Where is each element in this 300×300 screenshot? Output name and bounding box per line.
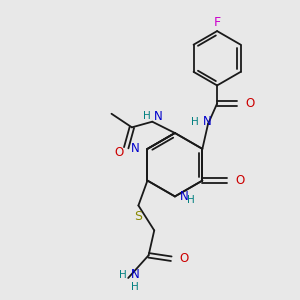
Text: H: H [188, 195, 195, 205]
Text: O: O [245, 97, 255, 110]
Text: N: N [130, 268, 140, 281]
Text: N: N [179, 190, 188, 203]
Text: O: O [115, 146, 124, 159]
Text: H: H [143, 111, 151, 121]
Text: N: N [131, 142, 140, 155]
Text: O: O [235, 174, 244, 187]
Text: F: F [214, 16, 221, 28]
Text: H: H [191, 117, 199, 127]
Text: N: N [202, 115, 211, 128]
Text: H: H [131, 282, 139, 292]
Text: N: N [154, 110, 162, 122]
Text: S: S [134, 210, 142, 223]
Text: H: H [119, 270, 127, 280]
Text: O: O [179, 252, 188, 265]
